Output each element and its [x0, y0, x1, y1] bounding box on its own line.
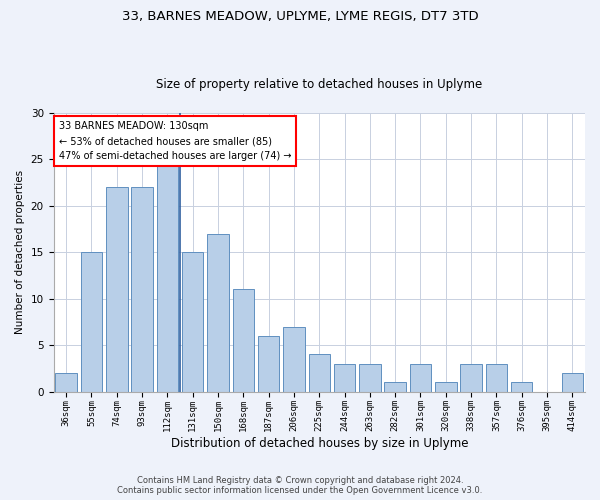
- Bar: [258, 336, 280, 392]
- Bar: [334, 364, 355, 392]
- Bar: [562, 373, 583, 392]
- Bar: [55, 373, 77, 392]
- Title: Size of property relative to detached houses in Uplyme: Size of property relative to detached ho…: [156, 78, 482, 91]
- Bar: [283, 326, 305, 392]
- Bar: [485, 364, 507, 392]
- Bar: [460, 364, 482, 392]
- Bar: [81, 252, 102, 392]
- X-axis label: Distribution of detached houses by size in Uplyme: Distribution of detached houses by size …: [170, 437, 468, 450]
- Bar: [131, 188, 153, 392]
- Y-axis label: Number of detached properties: Number of detached properties: [15, 170, 25, 334]
- Text: 33 BARNES MEADOW: 130sqm
← 53% of detached houses are smaller (85)
47% of semi-d: 33 BARNES MEADOW: 130sqm ← 53% of detach…: [59, 122, 292, 161]
- Bar: [385, 382, 406, 392]
- Bar: [182, 252, 203, 392]
- Bar: [511, 382, 532, 392]
- Bar: [308, 354, 330, 392]
- Bar: [435, 382, 457, 392]
- Text: Contains HM Land Registry data © Crown copyright and database right 2024.
Contai: Contains HM Land Registry data © Crown c…: [118, 476, 482, 495]
- Bar: [410, 364, 431, 392]
- Text: 33, BARNES MEADOW, UPLYME, LYME REGIS, DT7 3TD: 33, BARNES MEADOW, UPLYME, LYME REGIS, D…: [122, 10, 478, 23]
- Bar: [207, 234, 229, 392]
- Bar: [106, 188, 128, 392]
- Bar: [359, 364, 380, 392]
- Bar: [233, 290, 254, 392]
- Bar: [157, 160, 178, 392]
